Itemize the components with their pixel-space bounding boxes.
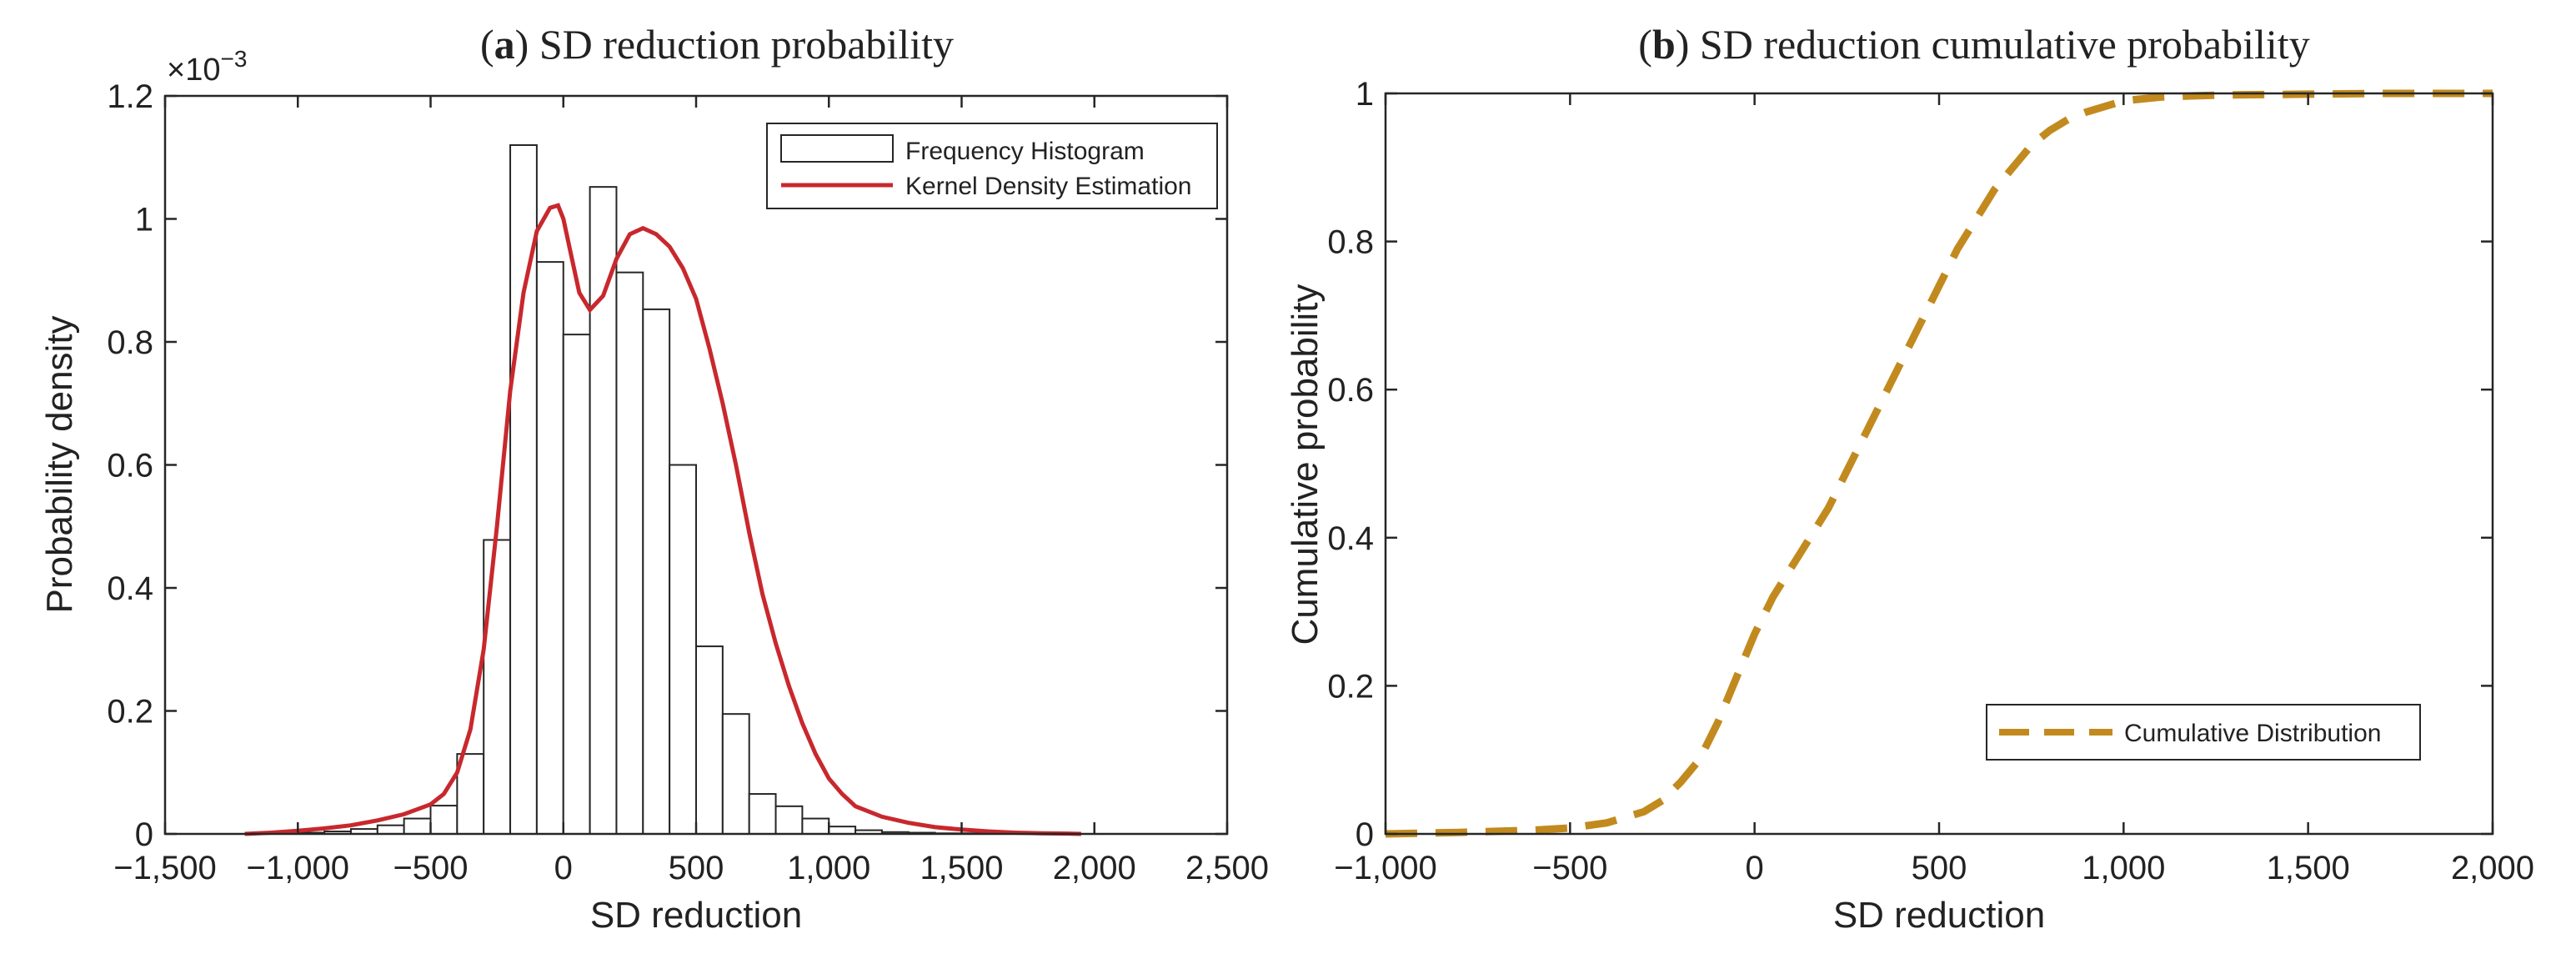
panel-b-x-tick-label: −1,000 [1334, 850, 1436, 886]
panel-b-x-tick-label: −500 [1532, 850, 1607, 886]
panel-b-legend: Cumulative Distribution [1986, 704, 2421, 761]
panel-a-x-tick-label: −1,000 [247, 850, 349, 886]
panel-a-y-tick-label: 0.6 [107, 448, 153, 485]
histogram-bar [403, 817, 432, 835]
panel-b-letter: b [1652, 21, 1676, 68]
panel-b-cumulative-probability: (b) SD reduction cumulative probability … [1285, 21, 2534, 936]
histogram-bar [774, 805, 804, 835]
panel-b-y-tick-label: 0 [1356, 816, 1374, 853]
histogram-bar [695, 645, 724, 835]
panel-a-kde-curve [244, 203, 1081, 836]
panel-a-title-text: SD reduction probability [539, 21, 954, 68]
histogram-bar [748, 793, 777, 835]
panel-a-y-exponent: ×10−3 [167, 46, 247, 88]
panel-a-x-tick-label: 500 [669, 850, 724, 886]
panel-a-y-tick-label: 1 [135, 202, 153, 238]
panel-a-x-tick-label: 1,500 [920, 850, 1003, 886]
histogram-bar [376, 824, 405, 835]
panel-b-x-tick-label: 0 [1746, 850, 1764, 886]
panel-a-x-tick-label: −1,500 [113, 850, 216, 886]
panel-b-title-text: SD reduction cumulative probability [1700, 21, 2310, 68]
panel-a-letter: a [494, 21, 515, 68]
legend-cdf-label: Cumulative Distribution [2124, 720, 2381, 747]
legend-histogram-swatch [780, 134, 894, 163]
histogram-bar [721, 713, 750, 835]
panel-a-legend: Frequency Histogram Kernel Density Estim… [766, 123, 1218, 209]
panel-a-y-tick-label: 0.2 [107, 694, 153, 731]
panel-a-y-tick-label: 0.8 [107, 324, 153, 361]
panel-a-x-tick-label: −500 [393, 850, 468, 886]
panel-b-y-tick-label: 0.2 [1327, 668, 1374, 705]
panel-a-histogram [297, 144, 990, 836]
panel-a-x-tick-label: 1,000 [787, 850, 870, 886]
histogram-bar [828, 826, 857, 836]
panel-a-ylabel: Probability density [39, 315, 80, 613]
panel-b-y-tick-label: 0.6 [1327, 372, 1374, 409]
panel-a-x-tick-label: 2,000 [1053, 850, 1136, 886]
panel-a-y-tick-label: 1.2 [107, 78, 153, 115]
panel-a-probability-density: (a) SD reduction probability ×10−3 −1,50… [39, 21, 1269, 936]
histogram-bar [562, 334, 591, 835]
panel-b-x-tick-label: 1,000 [2082, 850, 2165, 886]
panel-b-x-tick-label: 1,500 [2267, 850, 2350, 886]
panel-b-ylabel: Cumulative probability [1285, 284, 1326, 645]
panel-b-title: (b) SD reduction cumulative probability [1638, 21, 2309, 68]
histogram-bar [483, 539, 512, 835]
histogram-bar [589, 186, 618, 835]
panel-a-title: (a) SD reduction probability [480, 21, 954, 68]
histogram-bar [801, 817, 830, 835]
panel-a-x-tick-label: 2,500 [1185, 850, 1269, 886]
panel-b-x-tick-label: 500 [1912, 850, 1967, 886]
panel-a-ticks: −1,500 −1,000 −500 0 500 1,000 1,500 2,000 2,500… [107, 78, 1269, 886]
histogram-bar [669, 464, 698, 835]
panel-b-x-tick-label: 2,000 [2451, 850, 2534, 886]
panel-a-y-tick-label: 0 [135, 816, 153, 853]
histogram-bar [535, 261, 564, 835]
panel-a-x-tick-label: 0 [554, 850, 573, 886]
histogram-bar [429, 805, 459, 836]
panel-a-xlabel: SD reduction [590, 895, 802, 936]
panel-b-xlabel: SD reduction [1833, 895, 2045, 936]
panel-b-ticks: −1,000 −500 0 500 1,000 1,500 2,000 0 0.2 0.4 0.6 0… [1327, 76, 2534, 886]
panel-b-y-tick-label: 0.4 [1327, 520, 1374, 557]
legend-histogram-label: Frequency Histogram [905, 138, 1145, 165]
histogram-bar [642, 308, 671, 836]
panel-a-y-tick-label: 0.4 [107, 570, 153, 607]
panel-b-y-tick-label: 0.8 [1327, 224, 1374, 261]
histogram-bar [615, 271, 644, 836]
legend-kde-label: Kernel Density Estimation [905, 173, 1191, 200]
panel-b-y-tick-label: 1 [1356, 76, 1374, 113]
